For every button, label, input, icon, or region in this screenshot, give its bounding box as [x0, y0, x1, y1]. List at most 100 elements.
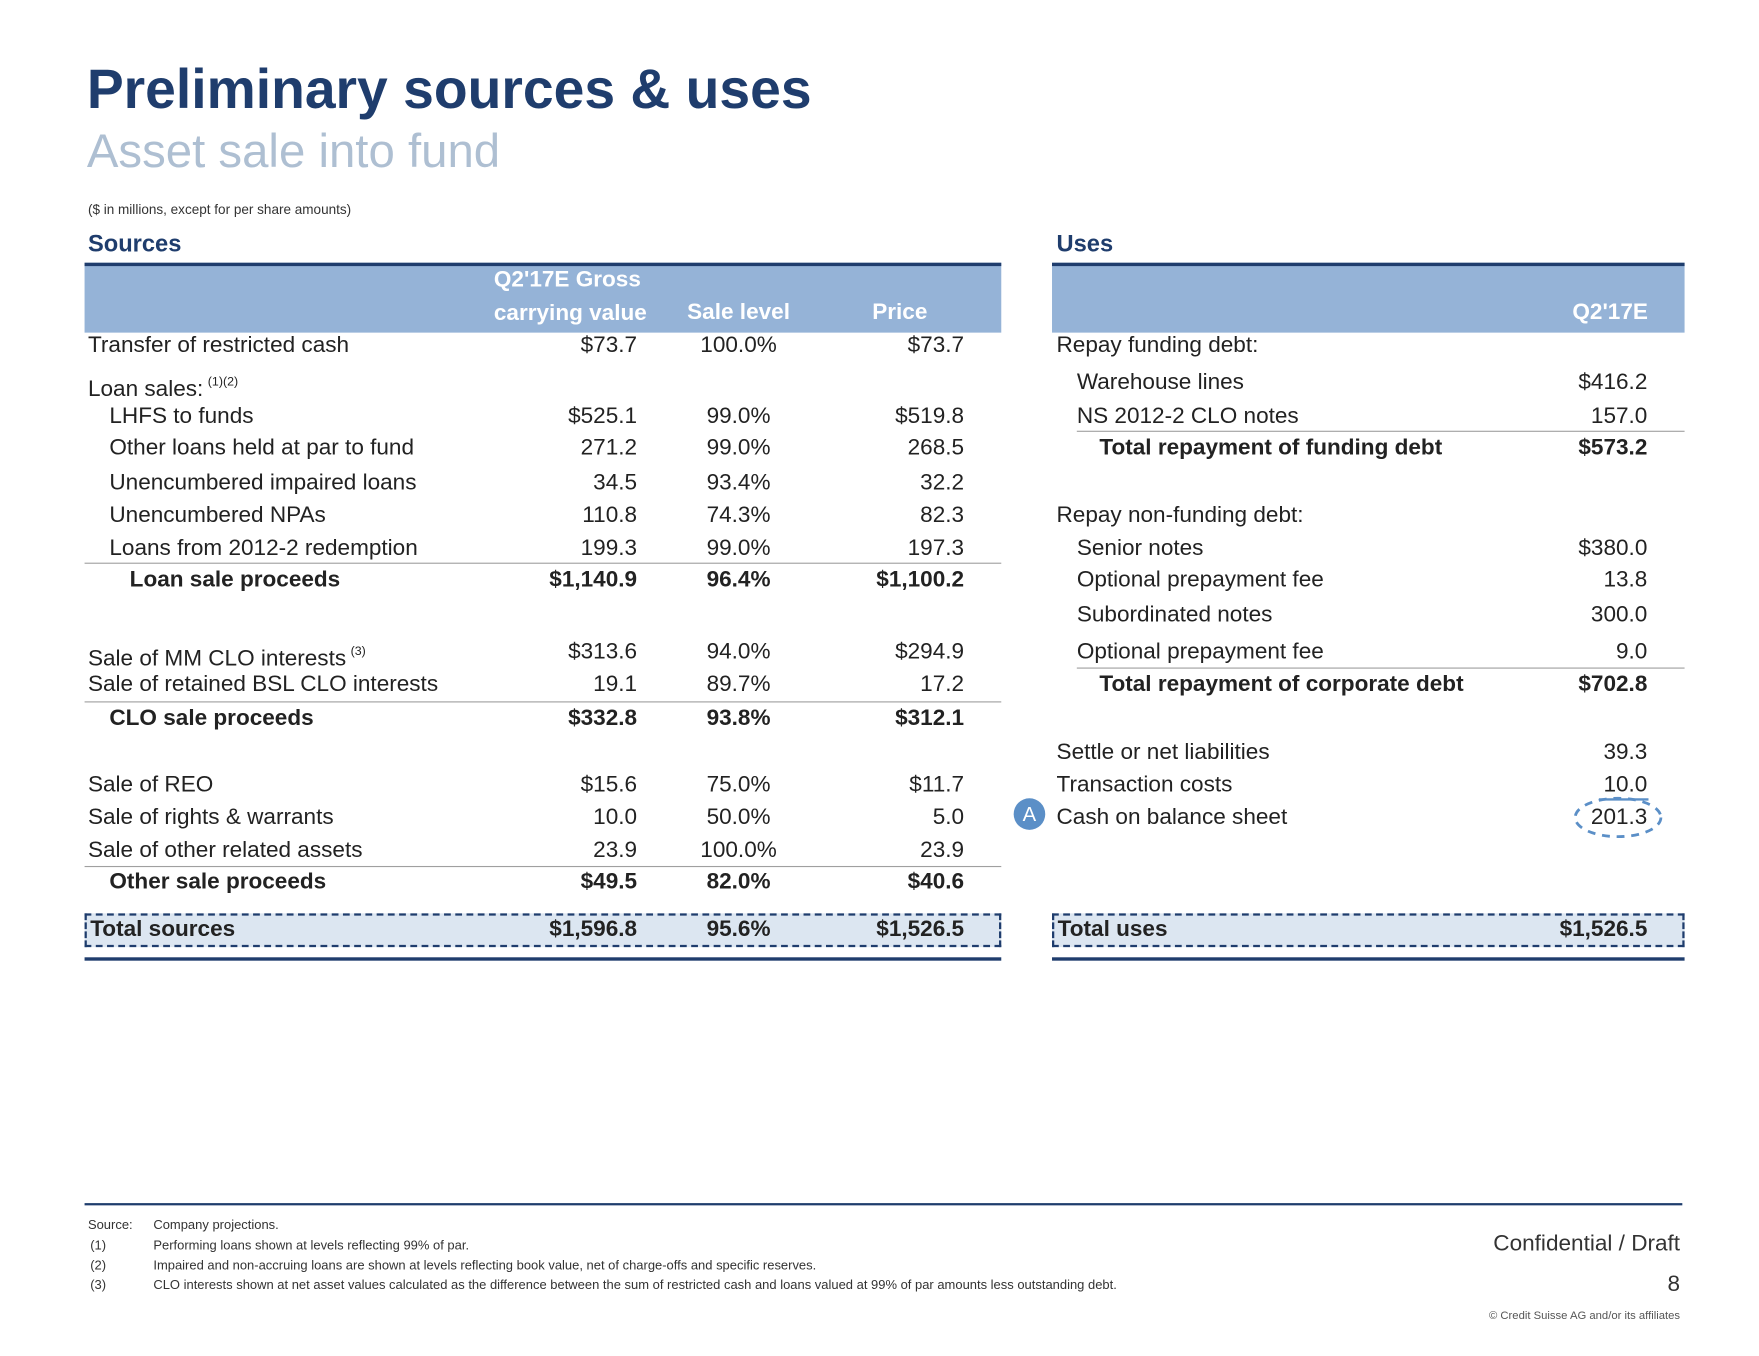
rule [84, 865, 1002, 868]
value-cell: $1,526.5 [876, 916, 965, 942]
value-cell: 99.0% [706, 435, 771, 461]
row-label: Unencumbered NPAs [109, 502, 326, 528]
value-cell: 100.0% [700, 332, 777, 358]
row-label: Total repayment of funding debt [1099, 435, 1443, 461]
value-cell: 268.5 [907, 435, 965, 461]
value-cell: 271.2 [580, 435, 638, 461]
value-cell: 50.0% [706, 805, 771, 830]
value-cell: $1,526.5 [1559, 916, 1648, 942]
value-cell: 99.0% [706, 403, 771, 429]
row-label: Warehouse lines [1076, 369, 1244, 395]
row-label: Loan sale proceeds [129, 567, 341, 592]
total-box [84, 913, 1002, 948]
annotations [1013, 796, 1663, 839]
row-label: Cash on balance sheet [1056, 805, 1288, 830]
value-cell: 96.4% [706, 567, 771, 592]
row-label: Repay funding debt: [1056, 332, 1259, 358]
value-cell: 39.3 [1603, 739, 1648, 765]
footnote-ref: (1)(2) [207, 375, 239, 390]
footer-rule [84, 1203, 1683, 1206]
row-label: Sale of rights & warrants [87, 805, 334, 830]
marker-label: A [1022, 802, 1037, 826]
row-label: Optional prepayment fee [1076, 567, 1324, 592]
value-cell: 32.2 [920, 470, 965, 495]
footnote-text: Impaired and non-accruing loans are show… [153, 1258, 817, 1273]
value-cell: 197.3 [907, 535, 965, 561]
footnote-text: CLO interests shown at net asset values … [153, 1278, 1117, 1293]
value-cell: 10.0 [593, 805, 638, 830]
rule [1076, 430, 1685, 432]
row-label: Sale of retained BSL CLO interests [87, 672, 439, 697]
total-label: Total sources [90, 916, 236, 942]
value-cell: $73.7 [907, 332, 965, 358]
value-cell: 82.0% [706, 869, 771, 895]
value-cell: 13.8 [1603, 567, 1648, 592]
copyright: © Credit Suisse AG and/or its affiliates [1488, 1310, 1681, 1323]
row-label: Settle or net liabilities [1056, 739, 1270, 765]
value-cell: 23.9 [920, 837, 965, 863]
footnote-mark: (2) [90, 1258, 107, 1273]
row-label: Sale of REO [87, 772, 214, 798]
value-cell: $573.2 [1578, 435, 1648, 461]
value-cell: 201.3 [1590, 805, 1648, 830]
uses-heading: Uses [1056, 231, 1114, 258]
row-label: Transfer of restricted cash [87, 332, 350, 358]
row-label: Loans from 2012-2 redemption [109, 535, 418, 561]
page-number: 8 [1667, 1271, 1681, 1297]
row-label: Sale of other related assets [87, 837, 363, 863]
column-header: Q2'17E Gross carrying value [493, 267, 647, 326]
value-cell: 157.0 [1590, 403, 1648, 429]
value-cell: $525.1 [568, 403, 638, 429]
value-cell: $15.6 [580, 772, 638, 798]
value-cell: 93.4% [706, 470, 771, 495]
footnote-ref: (3) [350, 644, 366, 659]
value-cell: 82.3 [920, 502, 965, 528]
row-label: Optional prepayment fee [1076, 639, 1324, 665]
value-cell: 23.9 [593, 837, 638, 863]
value-cell: 10.0 [1603, 772, 1648, 798]
value-cell: 19.1 [593, 672, 638, 697]
bottom-rule [1052, 957, 1685, 961]
title: Preliminary sources & uses [86, 59, 812, 121]
subtitle: Asset sale into fund [86, 124, 501, 178]
value-cell: 34.5 [593, 470, 638, 495]
row-label: LHFS to funds [109, 403, 254, 429]
value-cell: 199.3 [580, 535, 638, 561]
value-cell: 300.0 [1590, 602, 1648, 627]
units-note: ($ in millions, except for per share amo… [87, 201, 352, 218]
row-label: Senior notes [1076, 535, 1204, 561]
value-cell: $702.8 [1578, 672, 1648, 697]
value-cell: 94.0% [706, 639, 771, 665]
footnote-text: Performing loans shown at levels reflect… [153, 1239, 470, 1253]
value-cell: $40.6 [907, 869, 965, 895]
footnote-mark: (1) [90, 1239, 107, 1253]
status: Confidential / Draft [1493, 1231, 1681, 1257]
total-box [1052, 913, 1685, 948]
header-bar [1052, 262, 1685, 333]
rule [1076, 667, 1685, 669]
row-label: Total repayment of corporate debt [1099, 672, 1464, 697]
row-label: Other sale proceeds [109, 869, 327, 895]
value-cell: 75.0% [706, 772, 771, 798]
value-cell: $312.1 [895, 705, 965, 731]
source-text: Company projections. [153, 1218, 279, 1233]
row-label: Loan sales: (1)(2) [87, 375, 239, 402]
value-cell: $1,596.8 [549, 916, 638, 942]
value-cell: 9.0 [1616, 639, 1648, 665]
row-label: Other loans held at par to fund [109, 435, 415, 461]
total-label: Total uses [1057, 916, 1168, 942]
value-cell: $416.2 [1578, 369, 1648, 395]
value-cell: 110.8 [582, 502, 638, 528]
value-cell: $313.6 [568, 639, 638, 665]
row-label: Sale of MM CLO interests (3) [87, 644, 366, 671]
highlight-ellipse [1573, 796, 1663, 839]
column-header: Q2'17E [1572, 299, 1648, 325]
bottom-rule [84, 957, 1002, 961]
column-header: Sale level [687, 299, 790, 325]
value-cell: $1,100.2 [876, 567, 965, 592]
value-cell: $73.7 [580, 332, 638, 358]
value-cell: 99.0% [706, 535, 771, 561]
row-label: Subordinated notes [1076, 602, 1273, 627]
row-label: Unencumbered impaired loans [109, 470, 417, 495]
